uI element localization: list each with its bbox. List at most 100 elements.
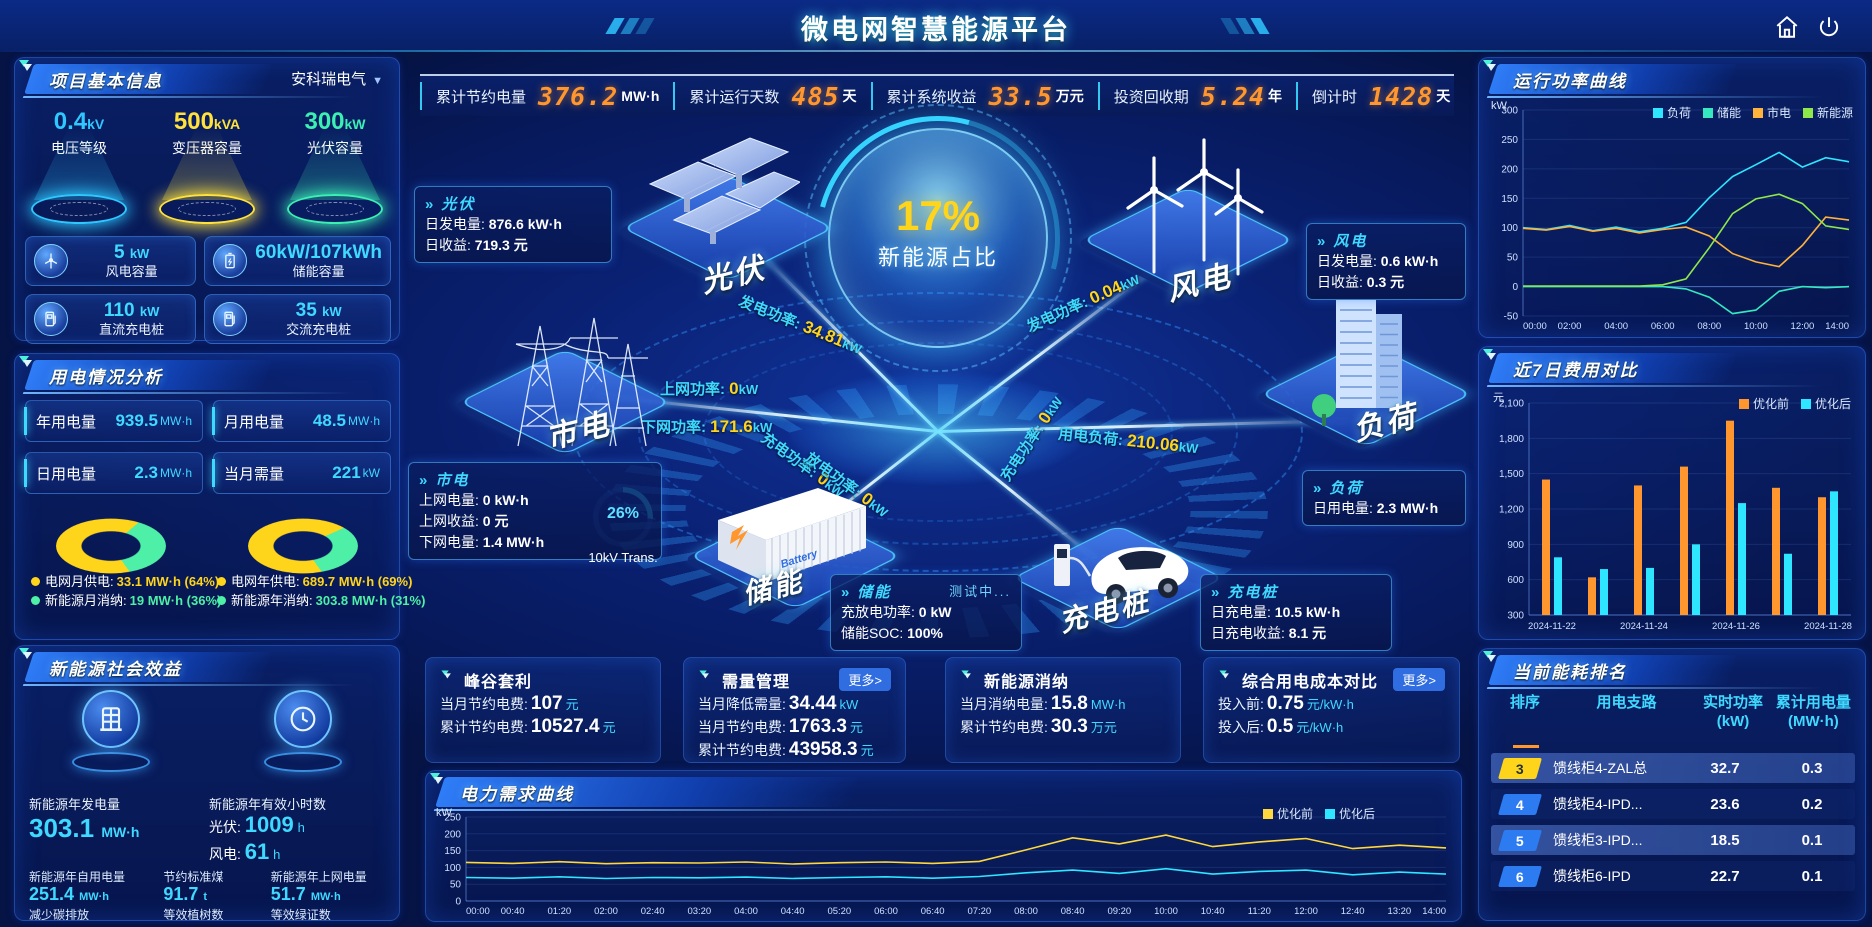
kpi-value: 33.5 [988,81,1053,111]
panel-corner-icon [1481,58,1503,85]
load-info-card: » 负荷日用电量: 2.3 MW·h [1302,470,1466,526]
table-row[interactable]: 5 馈线柜3-IPD... 18.5 0.1 [1491,825,1855,855]
power-legend-item: 市电 [1752,104,1791,121]
kpi-unit: 年 [1268,88,1283,104]
legend-label: 电网月供电: [45,574,114,589]
usage-stats: 年用电量 939.5 MW·h 月用电量 48.5 MW·h 日用电量 2.3 MW·h 当月需量… [24,400,391,494]
svg-text:12:40: 12:40 [1341,906,1365,917]
summary-card-title: 需量管理 [722,673,791,691]
card-row: 上网电量: 0 kW·h [419,492,529,508]
svg-text:10:00: 10:00 [1154,906,1178,917]
kpi-item: 累计节约电量 376.2 MW·h [420,82,673,111]
card-row: 日充电收益: 8.1 元 [1211,625,1327,641]
benefit-primary: 新能源年发电量 303.1 MW·h 新能源年有效小时数 光伏: 1009 h 风电: … [29,794,389,867]
panel-corner-icon [698,666,714,693]
donut-legend: 电网年供电: 689.7 MW·h (69%) 新能源年消纳: 303.8 MW·h … [209,572,425,610]
card-row: 充放电功率: 0 kW [841,604,952,620]
usage-stat-unit: kW [362,466,380,480]
panel-corner-icon [440,666,456,693]
donut-row [15,502,399,574]
pedestal-ring [31,194,127,224]
rank-badge: 5 [1497,829,1543,851]
panel-corner-icon [1481,347,1503,374]
svg-text:14:00: 14:00 [1825,321,1849,332]
donut-legend: 电网月供电: 33.1 MW·h (64%) 新能源月消纳: 19 MW·h (36%… [23,572,221,610]
panel-corner-icon [17,646,39,673]
summary-card-header: 综合用电成本对比 更多> [1218,666,1445,693]
energy-ranking-panel: 当前能耗排名 排序 用电支路 实时功率 (kW) 累计用电量 (MW·h) 3 馈线柜4… [1478,648,1866,921]
legend-label: 优化后 [1814,397,1851,411]
pedestal-label: 变压器容量 [172,140,242,156]
benefit-label: 新能源年上网电量 [270,870,367,884]
donut-chart [245,502,361,574]
panel-corner-icon [428,771,450,798]
storage-3d-icon: Battery [698,470,883,595]
usage-stat-unit: MW·h [160,414,192,428]
svg-text:kW: kW [436,807,453,819]
kpi-label: 累计系统收益 [886,88,977,106]
more-button[interactable]: 更多> [1393,668,1445,691]
pedestal-label: 光伏容量 [307,140,363,156]
company-select[interactable]: 安科瑞电气 ▼ [291,68,383,89]
table-row[interactable]: 4 馈线柜4-IPD... 23.6 0.2 [1491,789,1855,819]
svg-text:09:20: 09:20 [1107,906,1131,917]
kpi-unit: 天 [1436,88,1451,104]
benefit-secondary-stat: 节约标准煤 91.7 t [163,868,270,906]
kpi-item: 累计系统收益 33.5 万元 [870,81,1098,111]
legend-dot [31,596,40,605]
panel-title: 运行功率曲线 [1513,72,1627,91]
legend-label: 优化前 [1276,807,1313,821]
capacity-box: 35 kW 交流充电桩 [204,294,391,344]
wind-info-card: » 风电 日发电量: 0.6 kW·h 日收益: 0.3 元 [1306,223,1466,300]
svg-text:02:00: 02:00 [1558,321,1582,332]
usage-analysis-panel: 用电情况分析 年用电量 939.5 MW·h 月用电量 48.5 MW·h 日用电量 2.3 M… [14,353,425,640]
grid-3d-icon [488,296,658,456]
table-row[interactable]: 3 馈线柜4-ZAL总 32.7 0.3 [1491,753,1855,783]
svg-text:1,500: 1,500 [1499,469,1524,480]
svg-text:600: 600 [1507,575,1524,586]
usage-stat-box: 月用电量 48.5 MW·h [212,400,391,442]
capacity-label: 交流充电桩 [286,322,352,337]
power-icon[interactable] [1816,14,1842,40]
svg-text:14:00: 14:00 [1422,906,1446,917]
donut-legends: 电网月供电: 33.1 MW·h (64%) 新能源月消纳: 19 MW·h (36%… [23,572,425,610]
capacity-text: 60kW/107kWh 储能容量 [255,242,382,280]
storage-info-card: » 储能 测试中... 充放电功率: 0 kW 储能SOC: 100% [830,574,1022,651]
legend-value: 19 MW·h (36%) [129,593,222,608]
capacity-value: 60kW/107kWh [255,242,382,263]
title-deco-right [1195,18,1270,34]
demand-curve-chart: 0 50 100 150 200 250 kW 00:00 00:40 01:20 02:00 02:… [432,805,1456,917]
table-row[interactable]: 6 馈线柜6-IPD 22.7 0.1 [1491,861,1855,891]
ranking-column-header: 实时功率 (kW) [1703,694,1764,730]
capacity-value: 110 kW [103,300,160,321]
svg-text:kW: kW [1491,100,1508,112]
flow-label: 下网功率: 171.6kW [641,417,773,436]
capacity-box: 110 kW 直流充电桩 [25,294,197,344]
card-row: 日充电量: 10.5 kW·h [1211,604,1341,620]
capacity-text: 110 kW 直流充电桩 [76,300,187,338]
svg-text:06:40: 06:40 [921,906,945,917]
card-row: 日收益: 719.3 元 [425,237,528,253]
more-button[interactable]: 更多> [839,668,891,691]
summary-card-row: 累计节约电费: 30.3 万元 [960,716,1117,737]
legend-label: 优化后 [1338,807,1375,821]
card-row: 日用电量: 2.3 MW·h [1313,500,1439,516]
pedestal-ring [287,194,383,224]
card-title: » 市电 [419,472,470,489]
legend-swatch [1262,808,1273,819]
kpi-value: 5.24 [1200,81,1266,111]
benefit-label: 减少碳排放 [29,908,90,921]
svg-text:12:00: 12:00 [1791,321,1815,332]
legend-value: 303.8 MW·h (31%) [315,593,426,608]
capacity-label: 直流充电桩 [99,322,165,337]
summary-card-row: 投入后: 0.5 元/kW·h [1218,716,1344,737]
pedestal-value: 300kW [304,108,366,135]
rank-badge: 6 [1497,865,1543,887]
card-title: » 负荷 [1313,480,1364,497]
benefit-primary-left: 新能源年发电量 303.1 MW·h [29,794,209,867]
svg-text:05:20: 05:20 [827,906,851,917]
charger-info-card: » 充电桩 日充电量: 10.5 kW·h 日充电收益: 8.1 元 [1200,574,1392,651]
kpi-unit: 万元 [1055,88,1084,104]
capacity-value: 35 kW [295,300,342,321]
home-icon[interactable] [1774,14,1800,40]
